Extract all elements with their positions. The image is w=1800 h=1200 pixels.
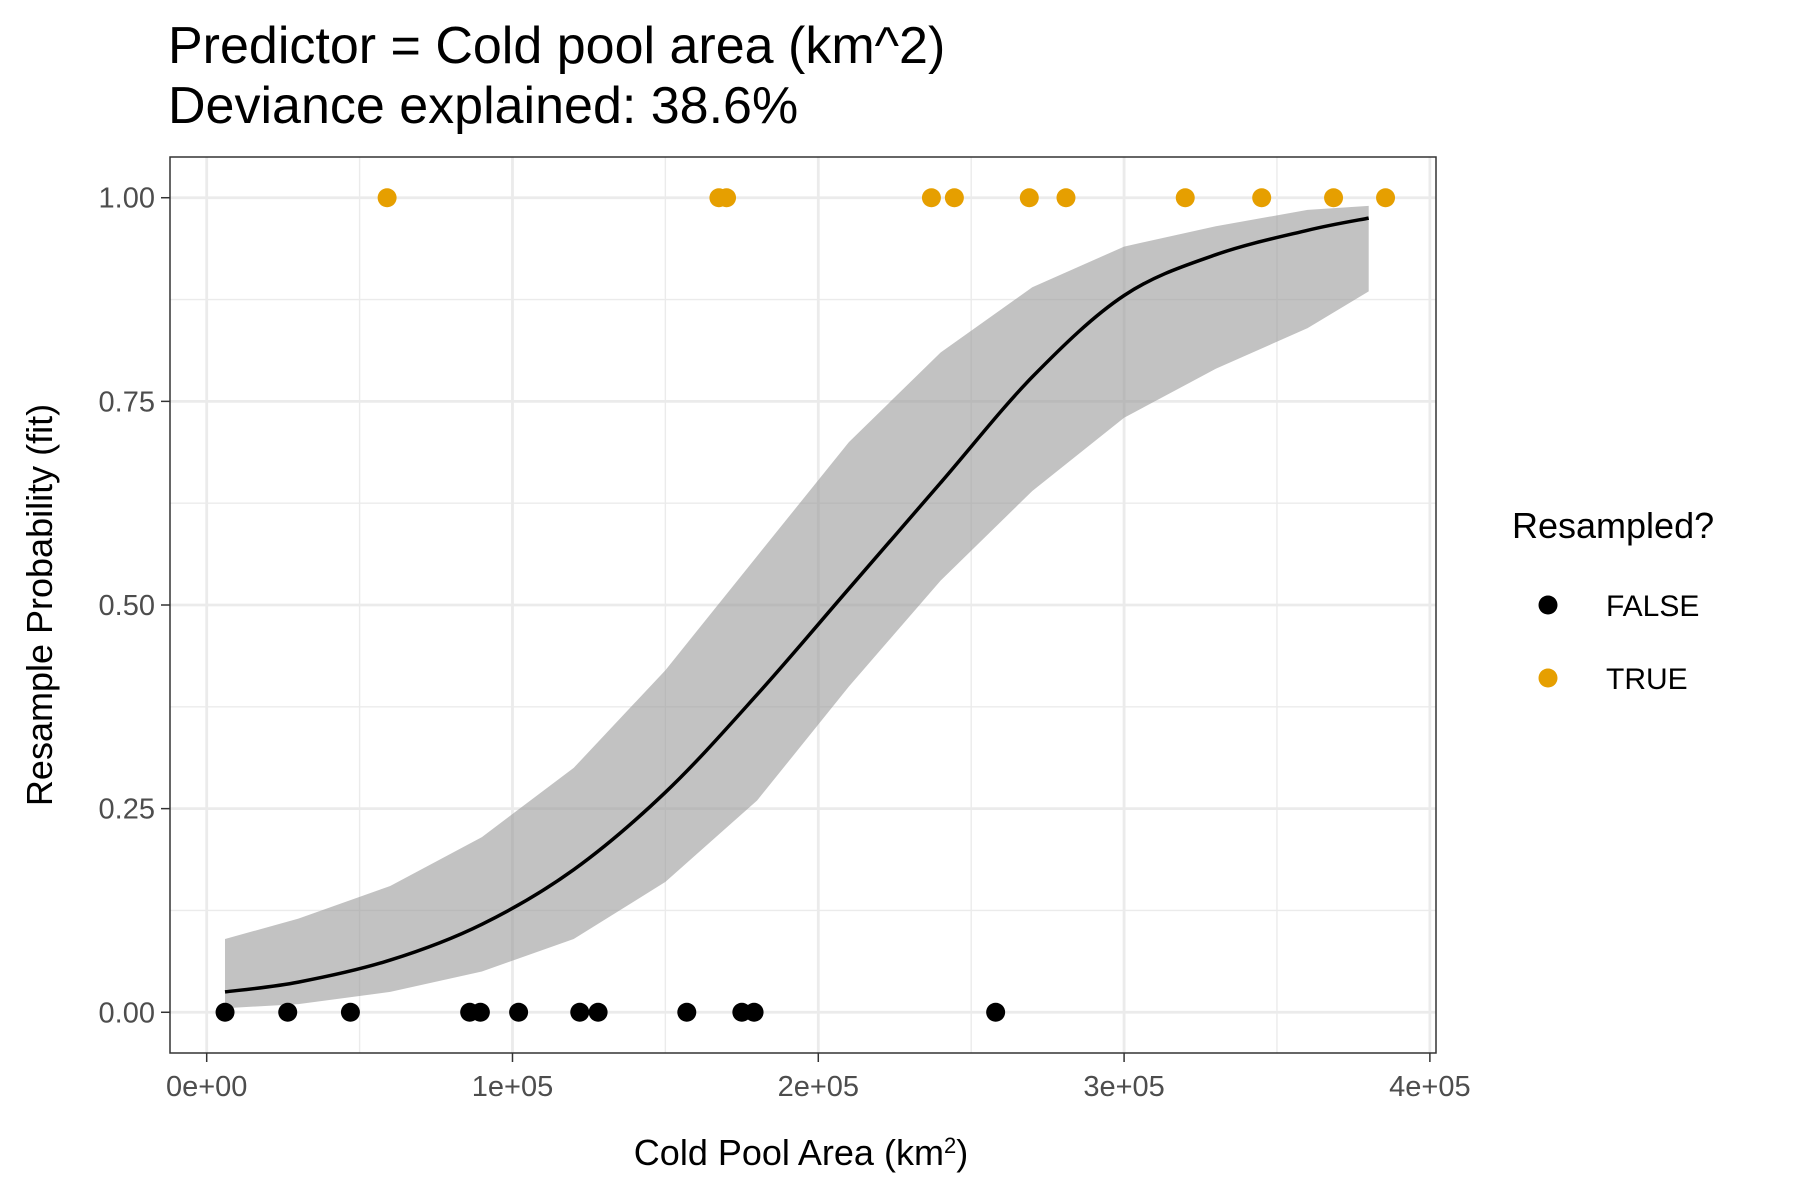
y-tick-label: 1.00 (99, 183, 155, 215)
legend-label-false: FALSE (1606, 590, 1699, 623)
point-false (744, 1002, 764, 1022)
x-tick-label: 4e+05 (1389, 1071, 1470, 1103)
point-false (677, 1002, 697, 1022)
legend-key-true (1538, 668, 1558, 688)
data-points (215, 188, 1396, 1022)
point-true (921, 188, 941, 208)
legend-title: Resampled? (1512, 505, 1714, 546)
point-true (944, 188, 964, 208)
x-tick-label: 3e+05 (1083, 1071, 1164, 1103)
point-false (278, 1002, 298, 1022)
point-true (1324, 188, 1344, 208)
chart-title: Predictor = Cold pool area (km^2) (168, 17, 945, 75)
point-true (377, 188, 397, 208)
point-true (1252, 188, 1272, 208)
point-true (1019, 188, 1039, 208)
x-axis-title: Cold Pool Area (km2) (634, 1132, 968, 1173)
legend-label-true: TRUE (1606, 663, 1688, 696)
point-false (570, 1002, 590, 1022)
point-false (215, 1002, 235, 1022)
x-tick-label: 0e+00 (166, 1071, 247, 1103)
point-false (509, 1002, 529, 1022)
point-true (1376, 188, 1396, 208)
y-axis-title: Resample Probability (fit) (19, 404, 60, 806)
y-tick-label: 0.00 (99, 997, 155, 1029)
axis-ticks: 0e+00 1e+05 2e+05 3e+05 4e+05 0.00 0.25 0.50 0.7… (99, 183, 1471, 1103)
point-false (986, 1002, 1006, 1022)
y-tick-label: 0.50 (99, 590, 155, 622)
y-tick-label: 0.25 (99, 794, 155, 826)
legend: Resampled? FALSE TRUE (1512, 505, 1714, 696)
confidence-ribbon (225, 205, 1369, 1009)
point-true (1175, 188, 1195, 208)
point-false (340, 1002, 360, 1022)
fit-line (224, 216, 1370, 994)
legend-key-false (1538, 595, 1558, 615)
x-tick-label: 2e+05 (778, 1071, 859, 1103)
chart-subtitle: Deviance explained: 38.6% (168, 77, 798, 135)
point-true (1056, 188, 1076, 208)
x-tick-label: 1e+05 (472, 1071, 553, 1103)
point-false (588, 1002, 608, 1022)
point-false (470, 1002, 490, 1022)
point-true (717, 188, 737, 208)
y-tick-label: 0.75 (99, 386, 155, 418)
